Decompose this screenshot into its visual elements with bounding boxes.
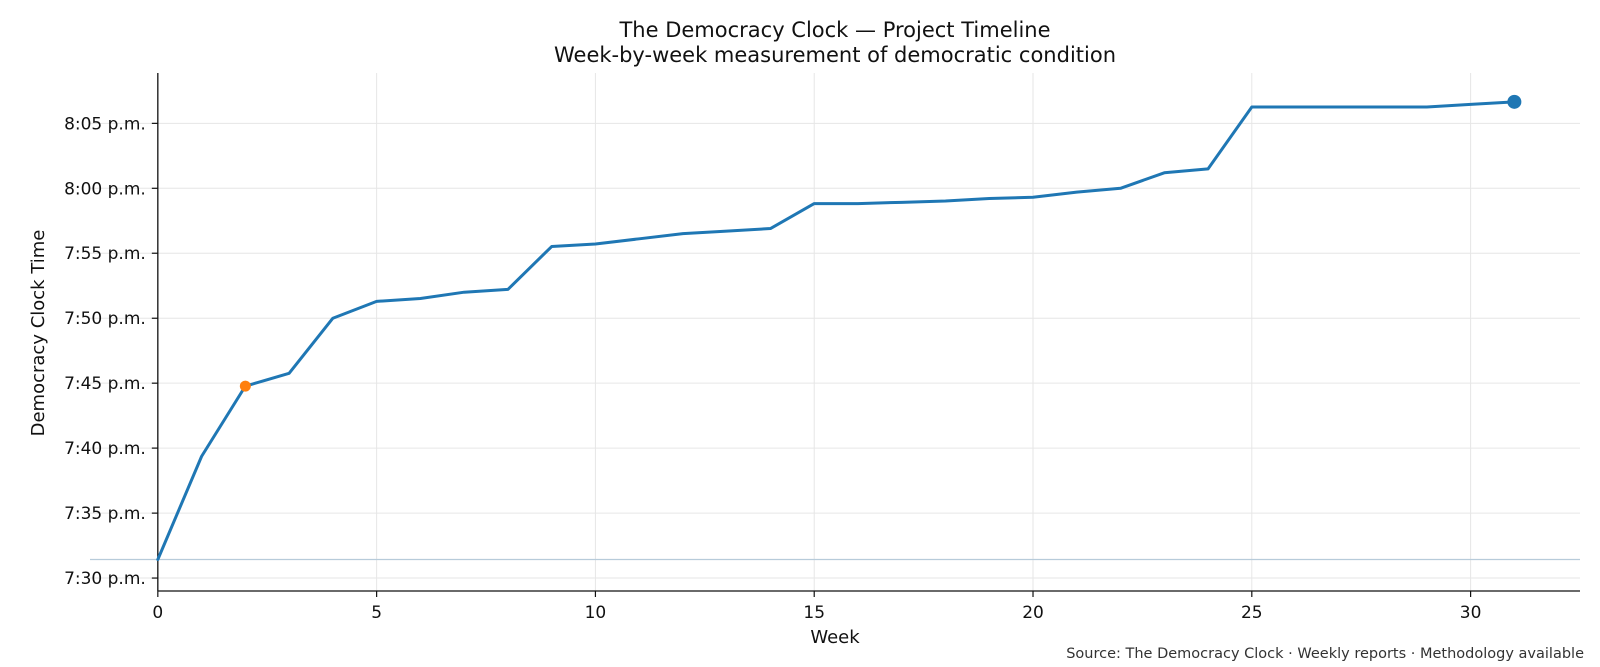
y-tick-label: 7:45 p.m.: [64, 374, 146, 394]
x-tick-label: 30: [1460, 603, 1482, 623]
highlight-point: [239, 380, 251, 392]
x-tick-label: 15: [803, 603, 825, 623]
series-line: [156, 100, 1516, 562]
x-tick-label: 0: [152, 603, 163, 623]
highlight-point: [1507, 94, 1522, 109]
y-tick-label: 7:55 p.m.: [64, 244, 146, 264]
chart-title: The Democracy Clock — Project Timeline: [618, 18, 1050, 42]
x-tick-label: 5: [371, 603, 382, 623]
x-tick-label: 20: [1022, 603, 1044, 623]
y-tick-label: 7:40 p.m.: [64, 439, 146, 459]
grid-lines: [90, 73, 1580, 591]
y-tick-label: 8:05 p.m.: [64, 114, 146, 134]
chart-subtitle: Week-by-week measurement of democratic c…: [554, 43, 1116, 67]
x-axis-ticks: 0 5 10 15 20 25 30: [152, 591, 1481, 623]
x-tick-label: 25: [1241, 603, 1263, 623]
x-axis-label: Week: [810, 627, 860, 648]
y-tick-label: 8:00 p.m.: [64, 179, 146, 199]
y-axis-ticks: 7:30 p.m. 7:35 p.m. 7:40 p.m. 7:45 p.m. 7:50…: [64, 114, 158, 589]
y-axis-label: Democracy Clock Time: [28, 230, 49, 437]
y-tick-label: 7:35 p.m.: [64, 504, 146, 524]
x-tick-label: 10: [585, 603, 607, 623]
axes: [157, 73, 1580, 592]
source-note: Source: The Democracy Clock · Weekly rep…: [1066, 646, 1584, 662]
y-tick-label: 7:30 p.m.: [64, 569, 146, 589]
highlight-points: [239, 94, 1522, 392]
y-tick-label: 7:50 p.m.: [64, 309, 146, 329]
